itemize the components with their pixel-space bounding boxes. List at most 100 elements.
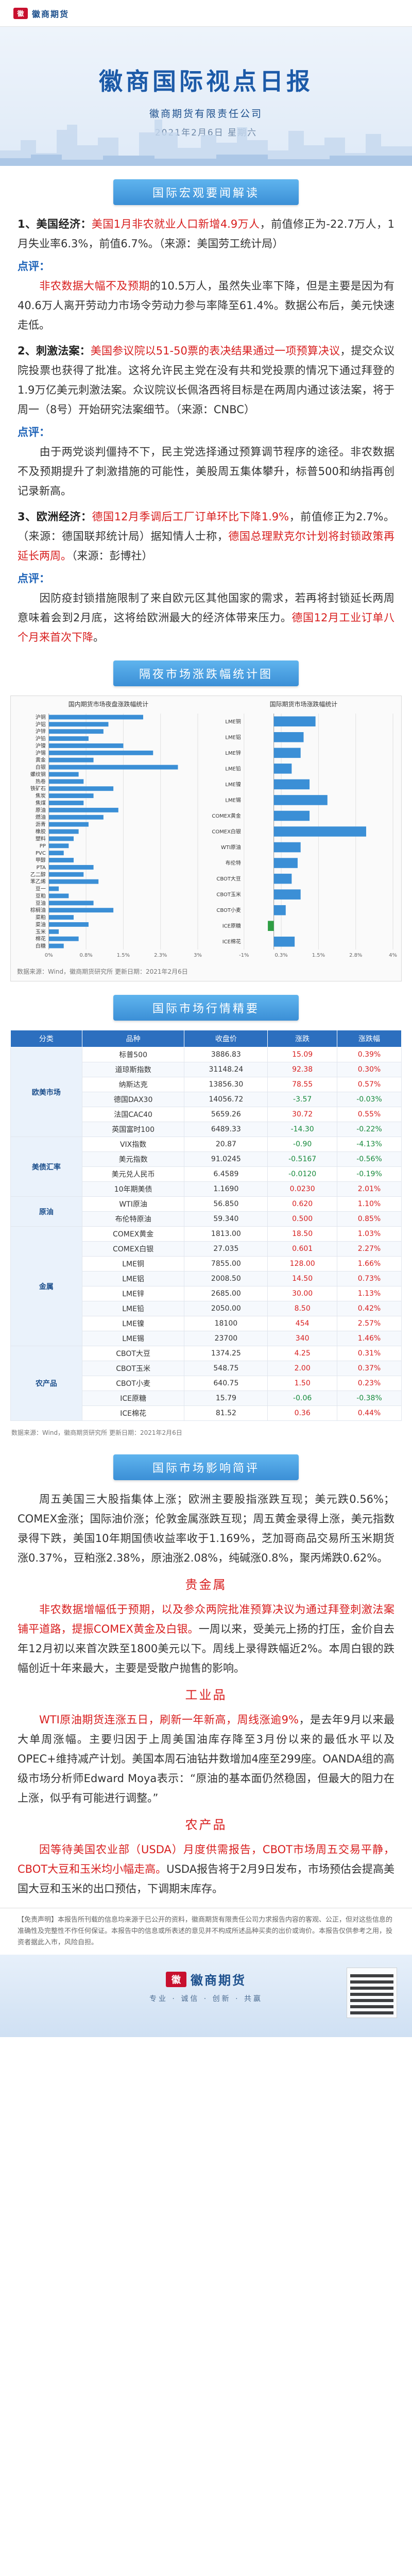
market-table-cell: 纳斯达克 (81, 1077, 185, 1092)
market-table-cell: -0.5167 (267, 1151, 337, 1167)
macro-section-title: 国际宏观要闻解读 (113, 179, 299, 205)
market-table-cell: 56.850 (184, 1196, 268, 1212)
footer-slogan: 专业 · 诚信 · 创新 · 共赢 (149, 1995, 263, 2003)
market-table-header-cell: 分类 (10, 1030, 82, 1047)
chart-category-label: 白银 (36, 764, 46, 771)
market-table-cell: ICE棉花 (81, 1405, 185, 1421)
table-row: 布伦特原油 59.340 0.500 0.85% (11, 1211, 402, 1227)
market-table-cell: 6.4589 (184, 1166, 268, 1182)
chart-bar (273, 873, 292, 884)
market-table-cell: CBOT大豆 (81, 1346, 185, 1361)
disclaimer-text: 【免责声明】本报告所刊载的信息均来源于已公开的资料，徽商期货有限责任公司力求报告… (0, 1908, 412, 1955)
table-row: 欧美市场 标普500 3886.83 15.09 0.39% (10, 1047, 402, 1137)
chart-category-label: 乙二醇 (30, 871, 46, 878)
table-row: LME铜 7855.00 128.00 1.66% (11, 1256, 402, 1272)
market-table-cell: 2050.00 (184, 1301, 268, 1316)
chart-category-label: 沪锡 (36, 750, 46, 756)
table-row: LME铝 2008.50 14.50 0.73% (11, 1271, 402, 1286)
market-table-cell: 4.25 (267, 1346, 337, 1361)
market-table-header-cell: 收盘价 (184, 1030, 268, 1047)
chart-bar (48, 822, 89, 827)
company-logo-text: 徽商期货 (32, 9, 70, 19)
table-row: 美元兑人民币 6.4589 -0.0120 -0.19% (11, 1166, 402, 1182)
market-table-cell: 640.75 (184, 1376, 268, 1391)
chart-bar (268, 921, 274, 931)
footer-brand: 徽商期货 (191, 1973, 246, 1988)
market-table-cell: -0.03% (336, 1092, 402, 1107)
market-table-cell: 18100 (184, 1316, 268, 1331)
market-table-cell: 14056.72 (184, 1092, 268, 1107)
table-row: LME锌 2685.00 30.00 1.13% (11, 1286, 402, 1301)
impact-precious-text: 非农数据增幅低于预期，以及参众两院批准预算决议为通过拜登刺激法案铺平道路，提振C… (18, 1603, 395, 1674)
report-header: 徽商国际视点日报 徽商期货有限责任公司 2021年2月6日 星期六 (0, 27, 412, 166)
market-table-cell: 1.10% (336, 1196, 402, 1212)
market-table-cell: 0.0230 (267, 1181, 337, 1197)
chart-tick-label: 2.8% (349, 953, 362, 958)
market-table-category: 农产品 (10, 1346, 82, 1421)
chart-category-label: 玉米 (36, 928, 46, 935)
chart-bar (273, 732, 304, 742)
chart-bar (48, 729, 104, 734)
market-table-cell: 2.57% (336, 1316, 402, 1331)
market-table-cell: 548.75 (184, 1361, 268, 1376)
market-table-cell: VIX指数 (81, 1137, 185, 1152)
chart-bar (273, 889, 301, 900)
chart-category-label: 黄金 (36, 757, 46, 764)
impact-intro: 周五美国三大股指集体上涨；欧洲主要股指涨跌互现；美元跌0.56%；COMEX金涨… (18, 1493, 394, 1564)
chart-bar (48, 879, 99, 884)
chart-bar (48, 722, 109, 727)
impact-sub-title-agri: 农产品 (185, 1818, 227, 1832)
market-table-cell: 10年期美债 (81, 1181, 185, 1197)
market-table-cell: 美元兑人民币 (81, 1166, 185, 1182)
chart-category-label: 沪铜 (36, 714, 46, 720)
report-footer: 徽 徽商期货 专业 · 诚信 · 创新 · 共赢 (0, 1955, 412, 2037)
market-table-cell: 德国DAX30 (81, 1092, 185, 1107)
chart-bar (48, 886, 59, 891)
stats-chart-note: 数据来源：Wind，徽商期货研究所 更新日期：2021年2月6日 (17, 968, 188, 975)
chart-bar (273, 810, 310, 821)
market-table-cell: 2.01% (336, 1181, 402, 1197)
market-table-cell: -0.56% (336, 1151, 402, 1167)
market-table-cell: 59.340 (184, 1211, 268, 1227)
chart-category-label: 沪铅 (36, 735, 46, 742)
chart-bar (48, 865, 94, 870)
table-row: LME铅 2050.00 8.50 0.42% (11, 1301, 402, 1316)
chart-category-label: 棉花 (36, 936, 46, 942)
market-table-cell: 7855.00 (184, 1256, 268, 1272)
chart-tick-label: 3% (194, 953, 202, 958)
chart-category-label: PVC (36, 851, 46, 856)
market-table-header-cell: 涨跌 (267, 1030, 337, 1047)
chart-panel-title: 国际期货市场涨跌幅统计 (270, 700, 338, 708)
market-table-cell: 1.50 (267, 1376, 337, 1391)
market-table-cell: 2008.50 (184, 1271, 268, 1286)
market-table-cell: 1.46% (336, 1331, 402, 1346)
chart-bar (48, 893, 69, 899)
chart-bar (48, 757, 94, 762)
macro-item-2-comment: 点评： 由于两党谈判僵持不下，民主党选择通过预算调节程序的途径。非农数据不及预期… (18, 426, 394, 497)
chart-bar (48, 765, 178, 770)
chart-category-label: 铁矿石 (30, 785, 46, 792)
table-row: COMEX白银 27.035 0.601 2.27% (11, 1241, 402, 1257)
table-row: 英国富时100 6489.33 -14.30 -0.22% (11, 1122, 402, 1137)
chart-category-label: 布伦特 (226, 860, 241, 867)
market-table-cell: ICE原糖 (81, 1391, 185, 1406)
chart-category-label: 焦煤 (36, 800, 46, 806)
chart-category-label: PP (40, 843, 46, 849)
top-bar: 徽 徽商期货 (0, 0, 412, 27)
impact-content: 周五美国三大股指集体上涨；欧洲主要股指涨跌互现；美元跌0.56%；COMEX金涨… (0, 1489, 412, 1899)
table-row: ICE棉花 81.52 0.36 0.44% (11, 1405, 402, 1421)
chart-category-label: 螺纹钢 (30, 771, 46, 777)
market-table-cell: -3.57 (267, 1092, 337, 1107)
chart-category-label: 燃油 (36, 814, 46, 821)
table-row: 美债汇率 VIX指数 20.87 -0.90 -4.13% (10, 1137, 402, 1197)
market-table-cell: 30.72 (267, 1107, 337, 1122)
chart-bar (48, 772, 79, 777)
chart-tick-label: 0% (45, 953, 53, 958)
market-table-cell: 3886.83 (184, 1047, 268, 1062)
chart-category-label: 豆油 (36, 900, 46, 906)
table-row: LME锡 23700 340 1.46% (11, 1331, 402, 1346)
chart-bar (48, 851, 64, 856)
impact-agri-text: 因等待美国农业部（USDA）月度供需报告，CBOT市场周五交易平静，CBOT大豆… (18, 1843, 395, 1895)
market-table-cell: 15.09 (267, 1047, 337, 1062)
chart-category-label: 热卷 (36, 778, 46, 785)
